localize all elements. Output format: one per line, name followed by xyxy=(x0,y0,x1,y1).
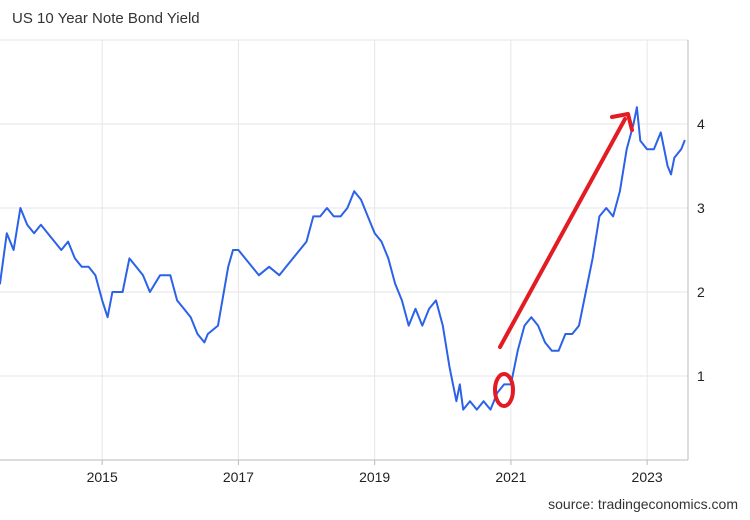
x-tick-label: 2017 xyxy=(223,469,254,485)
x-tick-label: 2019 xyxy=(359,469,390,485)
y-tick-label: 4 xyxy=(697,116,705,132)
axes xyxy=(0,40,689,465)
grid-lines xyxy=(0,39,688,460)
y-tick-label: 2 xyxy=(697,284,705,300)
annotations xyxy=(493,112,634,408)
chart-title: US 10 Year Note Bond Yield xyxy=(12,10,200,27)
x-tick-label: 2021 xyxy=(495,469,526,485)
trend-arrow-annotation xyxy=(498,117,627,349)
series-layer xyxy=(0,106,686,411)
x-tick-label: 2015 xyxy=(87,469,118,485)
tick-labels: 1 2 3 4 2015 2017 2019 2021 2023 xyxy=(87,116,705,485)
x-tick-label: 2023 xyxy=(632,469,663,485)
y-tick-label: 3 xyxy=(697,200,705,216)
y-tick-label: 1 xyxy=(697,368,705,384)
source-credit: source: tradingeconomics.com xyxy=(548,496,738,512)
series-line-0 xyxy=(0,106,686,411)
trend-arrowhead-annotation xyxy=(610,112,634,132)
highlight-circle-annotation xyxy=(493,372,515,408)
